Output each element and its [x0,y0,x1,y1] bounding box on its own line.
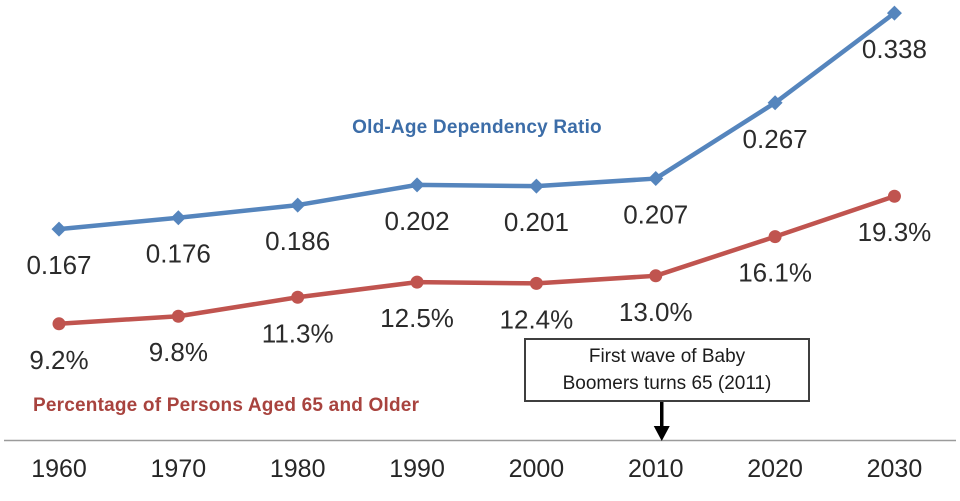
data-label: 9.8% [149,337,208,367]
annotation-line-1: First wave of Baby [588,346,746,367]
data-point-diamond-marker [290,197,306,213]
annotation-line-2: Boomers turns 65 (2011) [562,373,772,394]
x-tick-label: 1990 [389,455,445,483]
data-label: 12.4% [500,304,574,334]
data-point-circle-marker [529,276,543,290]
data-point-diamond-marker [409,177,425,193]
x-tick-label: 2030 [867,455,923,483]
x-tick-label: 1970 [151,455,207,483]
data-point-diamond-marker [170,210,186,226]
x-tick-label: 2010 [628,455,684,483]
x-tick-label: 2000 [509,455,565,483]
data-point-diamond-marker [648,171,664,187]
data-point-diamond-marker [886,5,902,21]
data-point-circle-marker [291,290,305,304]
x-tick-label: 1980 [270,455,326,483]
x-tick-label: 1960 [31,455,87,483]
data-label: 0.186 [265,226,330,256]
data-label: 0.176 [146,239,211,269]
data-label: 0.201 [504,207,569,237]
data-point-circle-marker [52,317,66,331]
series-line-pct-65-older [56,193,897,327]
data-label: 19.3% [858,217,932,247]
data-point-circle-marker [768,230,782,244]
data-label: 12.5% [380,303,454,333]
data-point-circle-marker [887,189,901,203]
annotation-callout-box: First wave of Baby Boomers turns 65 (201… [524,338,810,402]
series-label-old-age-dependency-ratio: Old-Age Dependency Ratio [352,117,602,138]
data-label: 0.338 [862,34,927,64]
data-label: 9.2% [29,345,88,375]
data-point-diamond-marker [528,178,544,194]
data-point-circle-marker [410,275,424,289]
data-point-diamond-marker [51,221,67,237]
data-point-diamond-marker [767,95,783,111]
data-point-circle-marker [171,309,185,323]
series-line-dependency-ratio [56,10,897,232]
data-label: 11.3% [262,318,334,348]
series-label-percentage-aged-65-older: Percentage of Persons Aged 65 and Older [33,395,420,416]
data-label: 0.267 [743,124,808,154]
x-tick-label: 2020 [747,455,803,483]
data-label: 0.167 [26,250,91,280]
data-label: 0.202 [385,206,450,236]
data-label: 16.1% [738,258,812,288]
annotation-arrow-head [653,426,670,441]
data-label: 13.0% [619,297,693,327]
data-label: 0.207 [623,200,688,230]
data-point-circle-marker [649,269,663,283]
